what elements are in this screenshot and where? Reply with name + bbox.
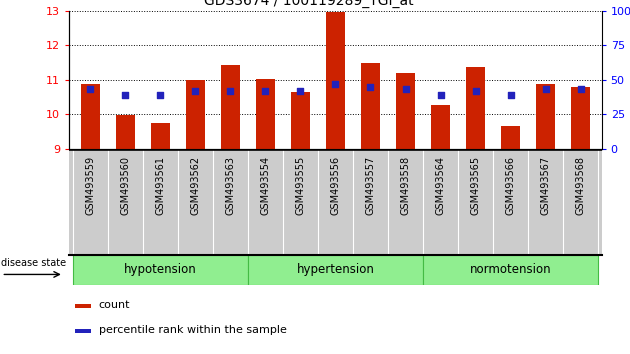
Text: GSM493561: GSM493561 [156, 156, 165, 215]
Point [295, 88, 306, 93]
Point [331, 81, 341, 87]
Point [120, 92, 130, 98]
Bar [69, 150, 602, 255]
Text: normotension: normotension [470, 263, 551, 276]
Bar [186, 80, 205, 149]
Bar [291, 92, 310, 149]
Point [505, 92, 515, 98]
Point [576, 86, 586, 92]
Bar [256, 79, 275, 149]
Text: GSM493559: GSM493559 [85, 156, 95, 215]
Text: GSM493562: GSM493562 [190, 156, 200, 215]
Point [190, 88, 200, 93]
Bar [326, 12, 345, 149]
Bar [151, 123, 170, 149]
Bar [248, 255, 423, 285]
Bar [423, 255, 598, 285]
Point [156, 92, 166, 98]
Text: GSM493556: GSM493556 [331, 156, 340, 215]
Point [365, 84, 375, 90]
Bar [431, 104, 450, 149]
Point [435, 92, 445, 98]
Text: hypertension: hypertension [297, 263, 374, 276]
Bar [220, 65, 240, 149]
Bar [74, 304, 91, 308]
Bar [396, 73, 415, 149]
Title: GDS3674 / 100119289_TGI_at: GDS3674 / 100119289_TGI_at [204, 0, 414, 8]
Point [85, 86, 95, 92]
Text: GSM493564: GSM493564 [435, 156, 445, 215]
Text: GSM493565: GSM493565 [471, 156, 481, 215]
Point [471, 88, 481, 93]
Text: hypotension: hypotension [124, 263, 197, 276]
Bar [73, 255, 248, 285]
Bar [81, 84, 100, 149]
Point [541, 86, 551, 92]
Text: disease state: disease state [1, 258, 67, 268]
Point [401, 86, 411, 92]
Text: GSM493557: GSM493557 [365, 156, 375, 215]
Bar [74, 329, 91, 333]
Point [226, 88, 236, 93]
Text: GSM493554: GSM493554 [260, 156, 270, 215]
Bar [466, 67, 485, 149]
Text: GSM493558: GSM493558 [401, 156, 411, 215]
Text: percentile rank within the sample: percentile rank within the sample [98, 325, 287, 335]
Text: GSM493566: GSM493566 [506, 156, 515, 215]
Text: count: count [98, 300, 130, 310]
Bar [571, 87, 590, 149]
Text: GSM493563: GSM493563 [226, 156, 236, 215]
Bar [361, 63, 380, 149]
Text: GSM493555: GSM493555 [295, 156, 306, 215]
Bar [501, 126, 520, 149]
Text: GSM493560: GSM493560 [120, 156, 130, 215]
Bar [536, 84, 555, 149]
Point [260, 88, 270, 93]
Bar [116, 115, 135, 149]
Text: GSM493567: GSM493567 [541, 156, 551, 215]
Text: GSM493568: GSM493568 [576, 156, 586, 215]
